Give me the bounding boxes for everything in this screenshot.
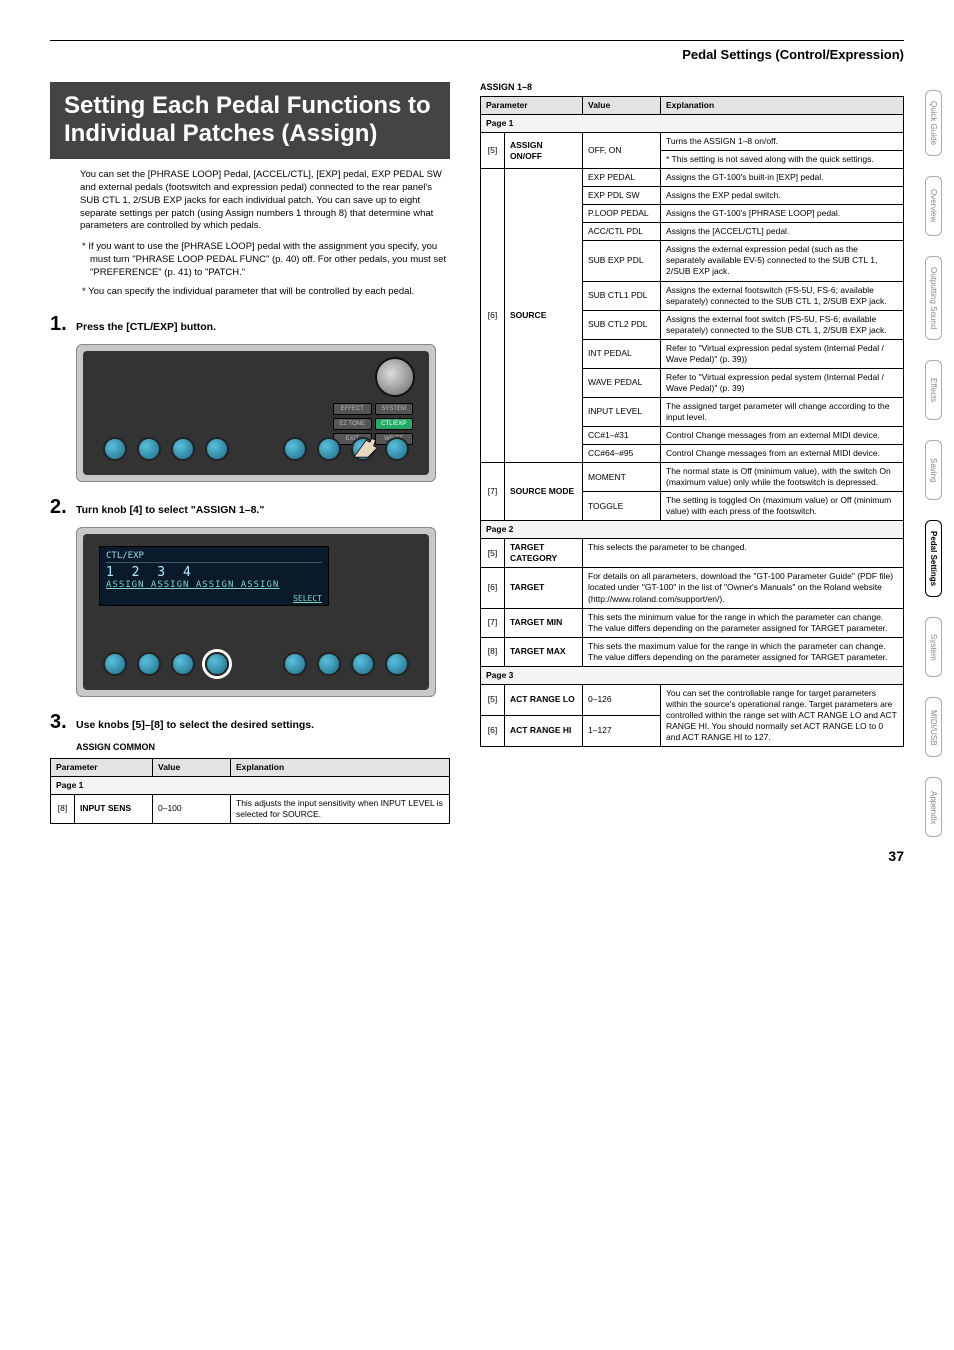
table-row: [8] INPUT SENS 0–100 This adjusts the in… <box>51 794 450 823</box>
table-row: [5] ASSIGN ON/OFF OFF, ON Turns the ASSI… <box>481 133 904 151</box>
assign-table-title: ASSIGN 1–8 <box>480 82 904 92</box>
knob-icon <box>137 652 161 676</box>
system-button: SYSTEM <box>375 403 414 415</box>
dial-icon <box>375 357 415 397</box>
side-tab[interactable]: Effects <box>925 360 942 420</box>
table-row: [8] TARGET MAX This sets the maximum val… <box>481 637 904 666</box>
step-number: 3. <box>50 711 76 734</box>
table-row: [5] TARGET CATEGORY This selects the par… <box>481 539 904 568</box>
effect-button: EFFECT <box>333 403 372 415</box>
page-title: Setting Each Pedal Functions to Individu… <box>64 92 436 147</box>
side-tab[interactable]: Saving <box>925 440 942 500</box>
step-text: Press the [CTL/EXP] button. <box>76 321 216 333</box>
knob-icon <box>385 437 409 461</box>
breadcrumb: Pedal Settings (Control/Expression) <box>50 47 904 62</box>
step-text: Turn knob [4] to select "ASSIGN 1–8." <box>76 504 264 516</box>
knob-icon <box>351 652 375 676</box>
assign-common-table: Parameter Value Explanation Page 1 [8] I… <box>50 758 450 824</box>
table-header: Parameter <box>481 97 583 115</box>
step-number: 2. <box>50 496 76 519</box>
lcd-screen: CTL/EXP 1 2 3 4 ASSIGN ASSIGN ASSIGN ASS… <box>99 546 329 606</box>
knob-icon <box>283 437 307 461</box>
ctlexp-button: CTL/EXP <box>375 418 414 430</box>
side-tab[interactable]: Pedal Settings <box>925 520 942 597</box>
table-row: [5] ACT RANGE LO 0–126 You can set the c… <box>481 684 904 715</box>
side-tab[interactable]: System <box>925 617 942 677</box>
knob-icon <box>171 437 195 461</box>
table-header: Explanation <box>231 758 450 776</box>
knob-icon <box>317 652 341 676</box>
table-row: [6] TARGET For details on all parameters… <box>481 568 904 608</box>
table-row: [7] TARGET MIN This sets the minimum val… <box>481 608 904 637</box>
knob-icon <box>137 437 161 461</box>
side-tab[interactable]: Outputting Sound <box>925 256 942 340</box>
knob-icon <box>317 437 341 461</box>
table-header: Explanation <box>661 97 904 115</box>
step-text: Use knobs [5]–[8] to select the desired … <box>76 719 314 731</box>
table-header: Value <box>153 758 231 776</box>
step-subtitle: ASSIGN COMMON <box>76 742 450 752</box>
assign-table: Parameter Value Explanation Page 1 [5] A… <box>480 96 904 747</box>
intro-text: You can set the [PHRASE LOOP] Pedal, [AC… <box>80 169 450 233</box>
knob-icon <box>103 437 127 461</box>
table-section: Page 2 <box>481 521 904 539</box>
side-tab[interactable]: Appendix <box>925 777 942 837</box>
knob-icon <box>205 437 229 461</box>
knob-row <box>103 652 409 676</box>
table-header: Parameter <box>51 758 153 776</box>
table-section: Page 3 <box>481 666 904 684</box>
notes-list: * If you want to use the [PHRASE LOOP] p… <box>90 241 450 298</box>
note-item: * If you want to use the [PHRASE LOOP] p… <box>90 241 450 279</box>
table-row: [6] SOURCE EXP PEDALAssigns the GT-100's… <box>481 169 904 187</box>
page-number: 37 <box>50 848 904 864</box>
side-tab[interactable]: Overview <box>925 176 942 236</box>
device-image-2: CTL/EXP 1 2 3 4 ASSIGN ASSIGN ASSIGN ASS… <box>76 527 436 697</box>
step-number: 1. <box>50 313 76 336</box>
knob-icon <box>385 652 409 676</box>
knob-icon <box>205 652 229 676</box>
knob-icon <box>171 652 195 676</box>
step-1: 1. Press the [CTL/EXP] button. <box>50 313 450 336</box>
title-box: Setting Each Pedal Functions to Individu… <box>50 82 450 159</box>
note-item: * You can specify the individual paramet… <box>90 286 450 299</box>
side-tab[interactable]: Quick Guide <box>925 90 942 156</box>
table-section: Page 1 <box>51 776 450 794</box>
side-tab[interactable]: MIDI/USB <box>925 697 942 757</box>
hand-pointer-icon <box>349 431 387 459</box>
step-2: 2. Turn knob [4] to select "ASSIGN 1–8." <box>50 496 450 519</box>
eztone-button: EZ TONE <box>333 418 372 430</box>
table-header: Value <box>583 97 661 115</box>
knob-icon <box>103 652 127 676</box>
table-row: [7] SOURCE MODE MOMENTThe normal state i… <box>481 463 904 492</box>
knob-icon <box>283 652 307 676</box>
device-image-1: EFFECT SYSTEM EZ TONE CTL/EXP EXIT WRITE <box>76 344 436 482</box>
table-section: Page 1 <box>481 115 904 133</box>
step-3: 3. Use knobs [5]–[8] to select the desir… <box>50 711 450 734</box>
side-tabs: Quick Guide Overview Outputting Sound Effec… <box>925 90 942 837</box>
